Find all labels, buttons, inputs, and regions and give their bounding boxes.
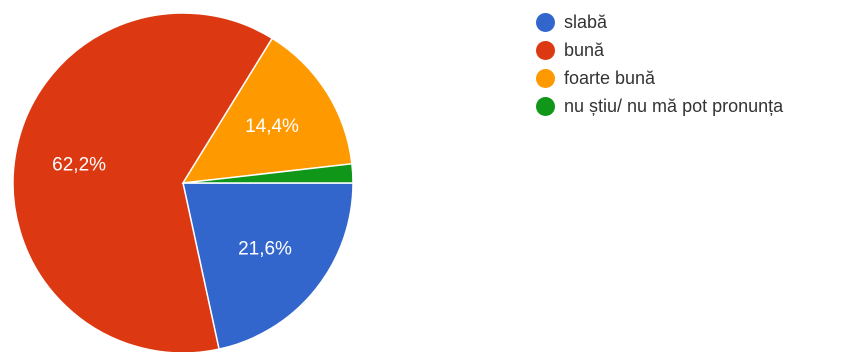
pie-slice-nu-stiu[interactable] xyxy=(182,162,354,184)
pie-chart: 21,6% 62,2% 14,4% xyxy=(12,12,354,352)
legend-swatch-buna xyxy=(536,40,555,60)
legend-swatch-foarte-buna xyxy=(536,68,555,88)
legend-label-foarte-buna: foarte bună xyxy=(564,67,656,88)
slice-label-buna: 62,2% xyxy=(52,155,106,176)
slice-label-foarte-buna: 14,4% xyxy=(245,116,299,137)
legend-label-buna: bună xyxy=(564,39,605,60)
pie-slice-buna[interactable] xyxy=(12,12,274,352)
legend-item-slaba[interactable]: slabă xyxy=(536,8,783,36)
slice-label-slaba: 21,6% xyxy=(238,239,292,260)
legend-label-nu-stiu: nu știu/ nu mă pot pronunța xyxy=(564,95,784,116)
legend-swatch-slaba xyxy=(536,12,555,32)
legend-item-nu-stiu[interactable]: nu știu/ nu mă pot pronunța xyxy=(536,92,783,120)
legend-swatch-nu-stiu xyxy=(536,96,555,116)
legend-label-slaba: slabă xyxy=(564,11,608,32)
pie-slice-foarte-buna[interactable] xyxy=(181,37,353,184)
legend: slabă bună foarte bună nu știu/ nu mă po… xyxy=(536,8,783,120)
legend-item-buna[interactable]: bună xyxy=(536,36,783,64)
pie-slice-slaba[interactable] xyxy=(182,182,354,351)
legend-item-foarte-buna[interactable]: foarte bună xyxy=(536,64,783,92)
